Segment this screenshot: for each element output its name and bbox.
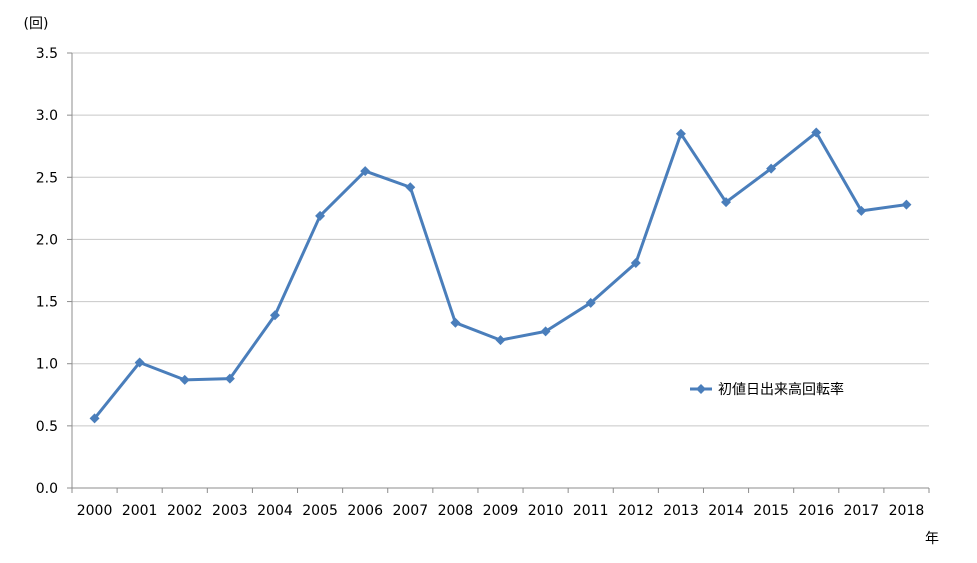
x-tick-label: 2014 (708, 503, 744, 519)
y-tick-label: 1.5 (36, 295, 58, 311)
y-tick-labels: 0.0 0.5 1.0 1.5 2.0 2.5 3.0 3.5 (36, 46, 58, 497)
x-tick-label: 2017 (844, 503, 880, 519)
x-tick-label: 2008 (438, 503, 474, 519)
data-point (495, 335, 506, 346)
gridlines (72, 52, 929, 427)
series-line (93, 131, 907, 420)
x-unit-label: 年 (925, 531, 939, 547)
data-point (585, 297, 596, 308)
x-tick-label: 2003 (212, 503, 248, 519)
x-tick-label: 2002 (167, 503, 203, 519)
x-tick-label: 2006 (347, 503, 383, 519)
y-tick-label: 0.0 (36, 481, 58, 497)
data-point (179, 374, 190, 385)
data-point (405, 182, 416, 193)
data-point (269, 310, 280, 321)
x-tick-label: 2009 (483, 503, 519, 519)
data-point (856, 205, 867, 216)
data-point (315, 210, 326, 221)
x-tick-label: 2004 (257, 503, 293, 519)
data-point (721, 197, 732, 208)
x-tick-label: 2013 (663, 503, 699, 519)
data-point (630, 258, 641, 269)
x-tick-label: 2018 (889, 503, 925, 519)
data-point (224, 373, 235, 384)
data-point (675, 128, 686, 139)
y-tick-label: 2.5 (36, 170, 58, 186)
data-point (360, 166, 371, 177)
data-point (540, 326, 551, 337)
series-group (89, 127, 912, 424)
x-tick-label: 2012 (618, 503, 654, 519)
data-point (89, 413, 100, 424)
y-tick-label: 3.0 (36, 108, 58, 124)
data-point (766, 163, 777, 174)
x-tick-label: 2010 (528, 503, 564, 519)
y-unit-label: (回) (24, 16, 49, 32)
legend-label: 初値日出来高回転率 (718, 381, 844, 398)
data-point (811, 127, 822, 138)
x-tick-label: 2000 (77, 503, 113, 519)
y-tick-label: 1.0 (36, 357, 58, 373)
data-point (134, 357, 145, 368)
x-tick-label: 2011 (573, 503, 609, 519)
x-tick-label: 2005 (302, 503, 338, 519)
data-point (450, 317, 461, 328)
x-tick-labels: 2000 2001 2002 2003 2004 2005 2006 2007 2008 2009… (77, 503, 925, 519)
x-tick-label: 2016 (798, 503, 834, 519)
axes (67, 52, 930, 493)
x-tick-label: 2007 (392, 503, 428, 519)
y-tick-label: 0.5 (36, 419, 58, 435)
x-tick-label: 2015 (753, 503, 789, 519)
y-tick-label: 2.0 (36, 232, 58, 248)
legend-marker (696, 384, 706, 394)
x-tick-label: 2001 (122, 503, 158, 519)
legend: 初値日出来高回転率 (690, 381, 844, 398)
y-tick-label: 3.5 (36, 46, 58, 62)
data-point (901, 199, 912, 210)
